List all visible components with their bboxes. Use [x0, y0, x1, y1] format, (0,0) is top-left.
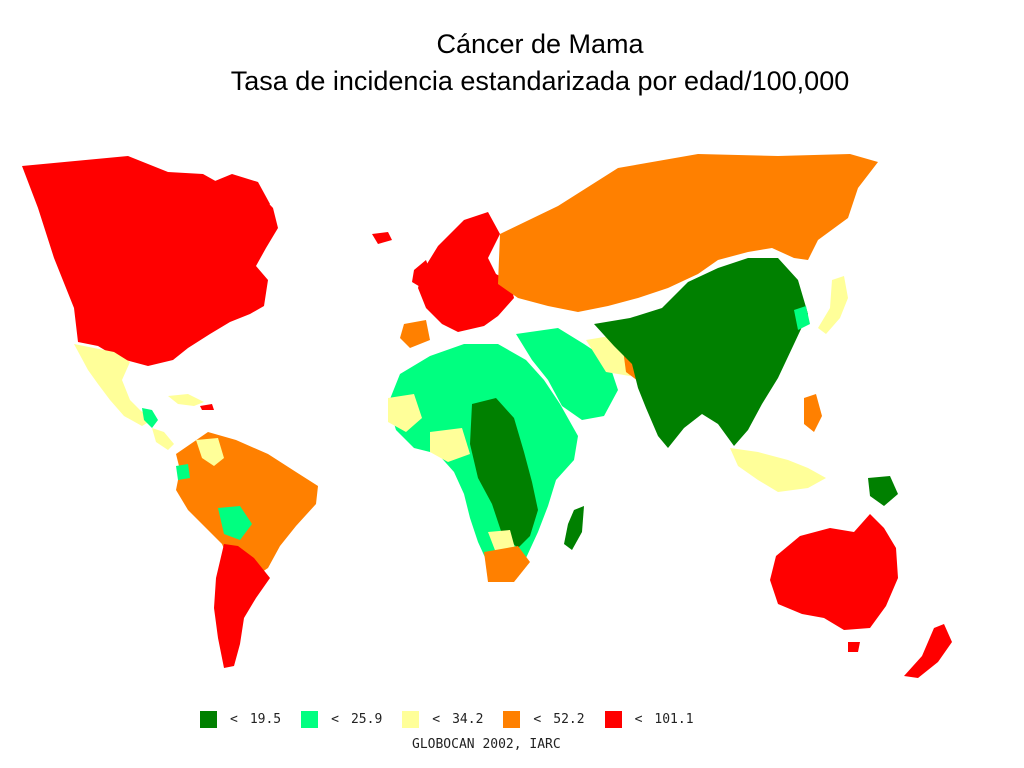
region-south-america — [176, 432, 318, 580]
region-japan — [818, 276, 848, 334]
title-line-1: Cáncer de Mama — [436, 29, 644, 59]
region-puerto-rico — [200, 404, 214, 410]
region-uk — [412, 260, 432, 288]
legend-symbol: < — [331, 711, 339, 727]
legend-item: <52.2 — [503, 710, 585, 728]
legend-value: 101.1 — [654, 711, 694, 727]
legend-symbol: < — [230, 711, 238, 727]
legend-swatch — [402, 710, 420, 728]
region-philippines — [804, 394, 822, 432]
region-madagascar — [564, 506, 584, 550]
region-central-africa — [470, 398, 538, 548]
region-arctic-islands — [198, 174, 270, 218]
region-bolivia — [218, 506, 252, 540]
region-russia — [498, 154, 878, 312]
region-png — [868, 476, 898, 506]
region-venezuela — [196, 438, 224, 466]
region-central-america-b — [152, 428, 174, 450]
world-map — [22, 154, 952, 678]
legend-swatch — [503, 710, 521, 728]
region-nigeria — [430, 428, 470, 462]
region-north-america — [22, 156, 278, 366]
legend-swatch — [301, 710, 319, 728]
legend: <19.5 <25.9 <34.2 <52.2 <101.1 — [200, 709, 714, 729]
region-south-africa — [484, 546, 530, 582]
source-note: GLOBOCAN 2002, IARC — [412, 737, 561, 752]
region-ecuador — [176, 464, 190, 480]
region-argentina-chile — [214, 544, 270, 668]
region-asia-green — [594, 258, 808, 448]
region-iberia — [400, 320, 430, 348]
title-line-2: Tasa de incidencia estandarizada por eda… — [230, 66, 850, 96]
legend-symbol: < — [634, 711, 643, 727]
legend-item: <25.9 — [301, 710, 383, 728]
region-korea — [794, 306, 810, 330]
legend-symbol: < — [432, 711, 441, 727]
legend-value: 25.9 — [350, 711, 383, 727]
legend-swatch — [604, 710, 622, 728]
region-tasmania — [848, 642, 860, 652]
region-caribbean — [168, 394, 204, 406]
region-mexico — [74, 344, 152, 426]
legend-item: <101.1 — [604, 710, 694, 728]
chart-title: Cáncer de Mama Tasa de incidencia estand… — [0, 26, 1024, 100]
legend-value: 19.5 — [249, 711, 282, 727]
region-new-zealand — [904, 624, 952, 678]
legend-item: <34.2 — [402, 710, 484, 728]
legend-value: 34.2 — [452, 711, 484, 727]
region-europe — [418, 212, 514, 332]
region-middle-east — [516, 328, 618, 420]
region-west-africa — [388, 394, 422, 432]
region-iceland — [372, 232, 392, 244]
legend-symbol: < — [533, 711, 542, 727]
region-central-america-a — [142, 408, 158, 428]
legend-item: <19.5 — [200, 710, 282, 728]
legend-swatch — [200, 710, 217, 728]
legend-value: 52.2 — [553, 711, 585, 727]
region-australia — [770, 514, 898, 630]
region-indonesia — [730, 448, 826, 492]
